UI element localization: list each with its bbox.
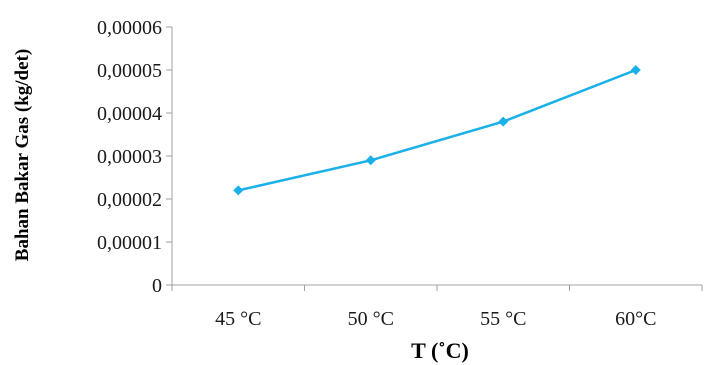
y-tick-label: 0,00005 bbox=[97, 60, 162, 82]
x-axis: 45 °C 50 °C 55 °C 60°C bbox=[171, 284, 703, 330]
x-tick-label: 60°C bbox=[615, 308, 656, 330]
data-point-marker bbox=[365, 155, 376, 166]
data-point-marker bbox=[630, 65, 641, 75]
y-tick-label: 0 bbox=[152, 275, 162, 297]
x-tick-label: 45 °C bbox=[215, 308, 261, 330]
x-tick-label: 50 °C bbox=[348, 308, 394, 330]
y-tick-label: 0,00004 bbox=[97, 103, 162, 125]
series-line-path bbox=[238, 68, 637, 192]
x-tick-label: 55 °C bbox=[480, 308, 526, 330]
data-point-marker bbox=[233, 185, 244, 196]
series-line bbox=[238, 68, 637, 192]
y-tick-label: 0,00003 bbox=[97, 146, 162, 168]
y-tick-label: 0,00001 bbox=[97, 232, 162, 254]
data-point-marker bbox=[498, 116, 509, 127]
y-axis-title: Bahan Bakar Gas (kg/det) bbox=[12, 49, 33, 261]
y-tick-label: 0,00002 bbox=[97, 189, 162, 211]
x-axis-title: T (˚C) bbox=[411, 338, 469, 363]
y-tick-label: 0,00006 bbox=[97, 17, 162, 39]
y-axis: 0 0,00001 0,00002 0,00003 0,00004 0,00005 0,00… bbox=[97, 17, 173, 297]
data-points bbox=[233, 65, 641, 196]
